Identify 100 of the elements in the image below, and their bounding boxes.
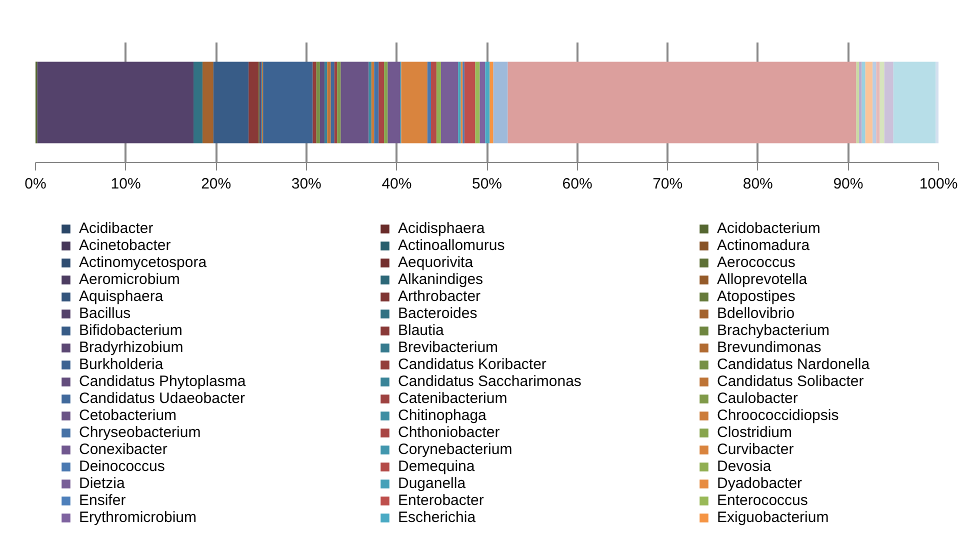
legend-label: Ensifer — [79, 492, 127, 509]
legend-label: Bacillus — [79, 305, 132, 322]
legend-label: Enterobacter — [398, 492, 485, 509]
bar — [876, 62, 880, 144]
x-tick-label: 20% — [201, 176, 232, 192]
bar — [388, 62, 400, 144]
bar — [480, 62, 486, 144]
bar — [884, 62, 894, 144]
bar — [893, 62, 936, 144]
legend-label: Caulobacter — [717, 390, 799, 407]
bar — [340, 62, 369, 144]
legend-label: Escherichia — [398, 509, 477, 526]
legend-label: Aequorivita — [398, 254, 474, 271]
legend-label: Brevibacterium — [398, 339, 500, 356]
bar — [872, 62, 876, 144]
bar — [485, 62, 490, 144]
legend-label: Brachybacterium — [717, 322, 831, 339]
bar — [320, 62, 324, 144]
legend-label: Candidatus Koribacter — [398, 356, 548, 373]
x-tick-label: 80% — [742, 176, 773, 192]
legend-label: Devosia — [717, 458, 772, 475]
legend-label: Candidatus Nardonella — [717, 356, 871, 373]
bar — [316, 62, 320, 144]
x-tick-label: 40% — [382, 176, 412, 192]
legend-label: Alloprevotella — [717, 271, 808, 288]
bar — [493, 62, 508, 144]
legend-label: Actinomadura — [717, 237, 811, 254]
legend-label: Chryseobacterium — [79, 424, 202, 441]
legend-label: Candidatus Phytoplasma — [79, 373, 247, 390]
x-tick-label: 60% — [562, 176, 592, 192]
x-tick-label: 10% — [110, 176, 141, 192]
bar — [330, 62, 334, 144]
legend-label: Curvibacter — [717, 441, 795, 458]
bar — [508, 62, 856, 144]
legend-label: Cetobacterium — [79, 407, 178, 424]
legend-label: Conexibacter — [79, 441, 168, 458]
bar — [368, 62, 372, 144]
bar — [194, 62, 203, 144]
bar — [475, 62, 480, 144]
bar — [334, 62, 338, 144]
legend-label: Chroococcidiopsis — [717, 407, 840, 424]
legend-label: Bdellovibrio — [717, 305, 796, 322]
legend-label: Candidatus Saccharimonas — [398, 373, 582, 390]
bar — [202, 62, 214, 144]
legend-label: Candidatus Udaeobacter — [79, 390, 246, 407]
x-tick-label: 100% — [919, 176, 958, 192]
legend-label: Dietzia — [79, 475, 126, 492]
legend-label: Clostridium — [717, 424, 794, 441]
legend-label: Burkholderia — [79, 356, 164, 373]
legend-label: Actinoallomurus — [398, 237, 506, 254]
x-tick-label: 70% — [652, 176, 683, 192]
bar — [936, 62, 938, 144]
bar — [374, 62, 379, 144]
legend-label: Erythromicrobium — [79, 509, 198, 526]
legend-label: Bacteroides — [398, 305, 478, 322]
bar — [436, 62, 441, 144]
bar — [856, 62, 860, 144]
legend-label: Dyadobacter — [717, 475, 804, 492]
x-tick-label: 50% — [472, 176, 502, 192]
legend-label: Corynebacterium — [398, 441, 514, 458]
bar — [859, 62, 862, 144]
legend-label: Aquisphaera — [79, 288, 164, 305]
legend-label: Catenibacterium — [398, 390, 508, 407]
bar — [213, 62, 249, 144]
bar — [324, 62, 328, 144]
legend-label: Aerococcus — [717, 254, 796, 271]
bar — [378, 62, 384, 144]
legend-label: Aeromicrobium — [79, 271, 181, 288]
bar — [862, 62, 866, 144]
bar — [427, 62, 432, 144]
x-tick-label: 30% — [291, 176, 322, 192]
bar — [327, 62, 331, 144]
bar — [440, 62, 458, 144]
bar — [458, 62, 461, 144]
bar — [401, 62, 428, 144]
legend-label: Blautia — [398, 322, 445, 339]
legend-label: Chthoniobacter — [398, 424, 501, 441]
legend-label: Exiguobacterium — [717, 509, 830, 526]
bar — [248, 62, 259, 144]
bar — [431, 62, 436, 144]
legend-label: Acidobacterium — [717, 220, 822, 237]
legend-label: Demequina — [398, 458, 476, 475]
bar — [464, 62, 476, 144]
legend-label: Enterococcus — [717, 492, 809, 509]
bar — [490, 62, 494, 144]
legend-label: Alkanindiges — [398, 271, 484, 288]
legend-label: Acinetobacter — [79, 237, 172, 254]
legend-label: Bradyrhizobium — [79, 339, 184, 356]
bar — [384, 62, 388, 144]
x-tick-label: 0% — [24, 176, 46, 192]
legend-label: Actinomycetospora — [79, 254, 208, 271]
legend-label: Brevundimonas — [717, 339, 822, 356]
legend-label: Deinococcus — [79, 458, 166, 475]
legend-label: Duganella — [398, 475, 467, 492]
bar — [371, 62, 374, 144]
x-tick-label: 90% — [833, 176, 864, 192]
bar — [263, 62, 313, 144]
legend-label: Candidatus Solibacter — [717, 373, 865, 390]
legend-label: Bifidobacterium — [79, 322, 184, 339]
legend-label: Acidibacter — [79, 220, 154, 237]
